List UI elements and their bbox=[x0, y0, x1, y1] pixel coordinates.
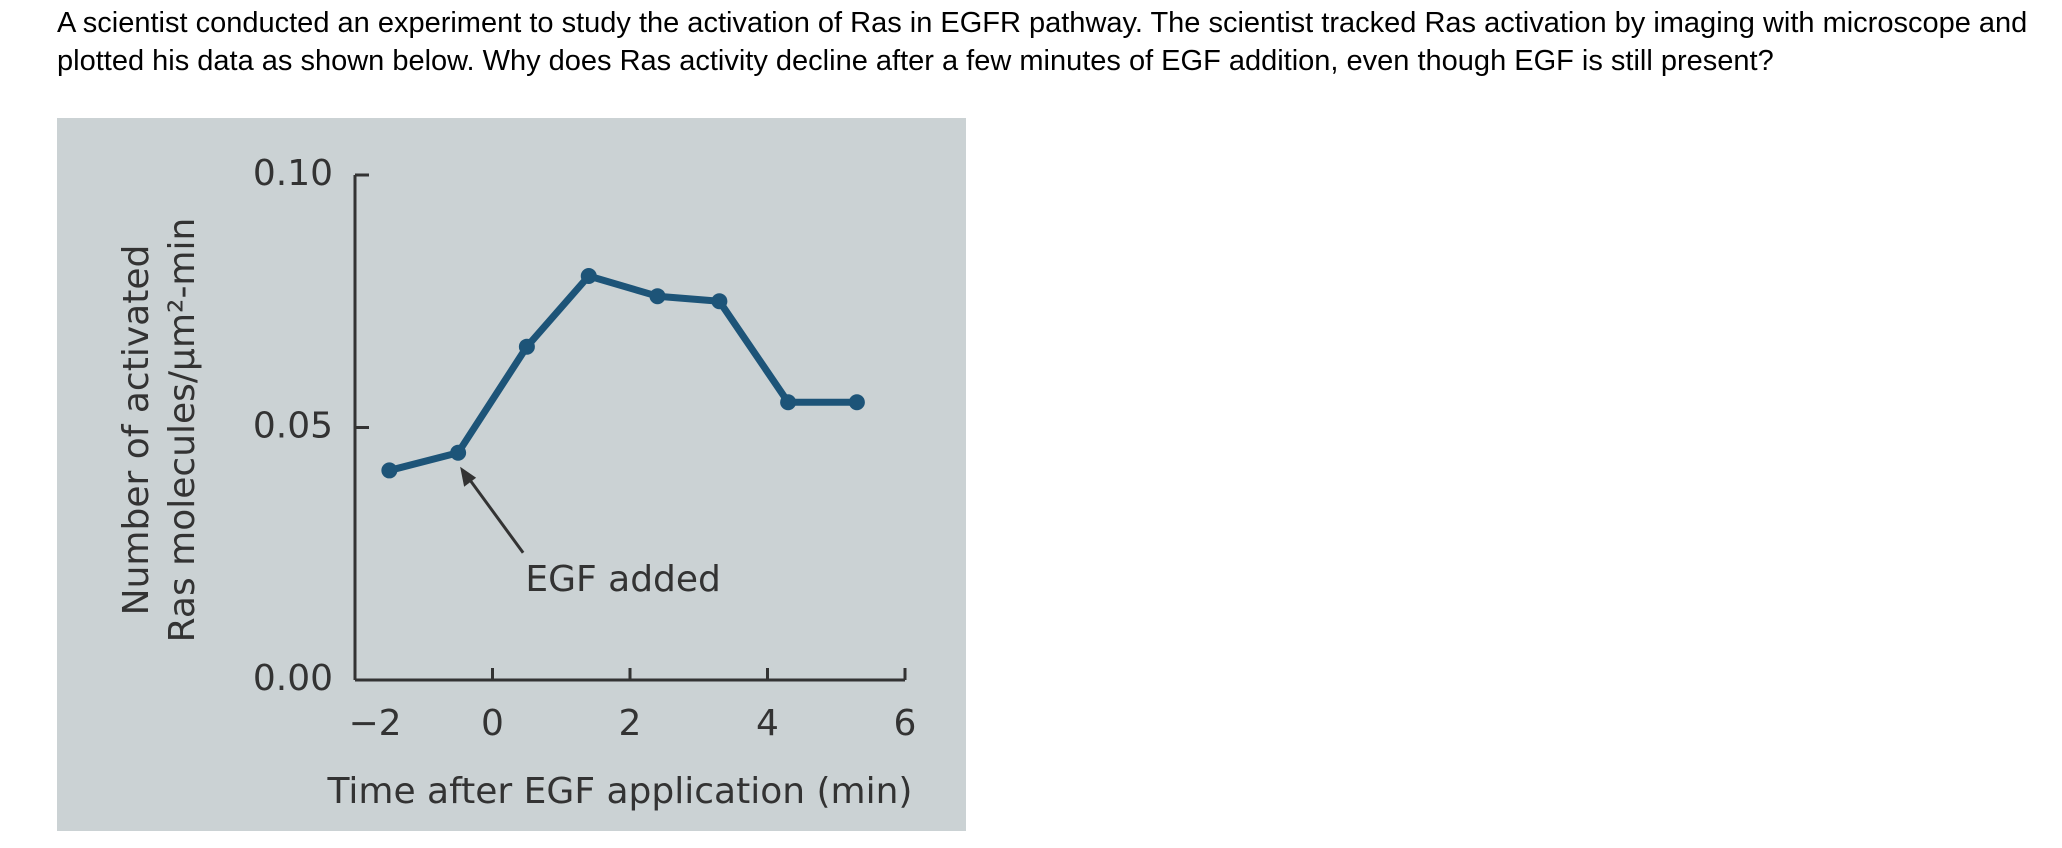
x-tick-label: 2 bbox=[619, 703, 642, 744]
annotation-text: EGF added bbox=[525, 559, 721, 600]
photo-background bbox=[57, 118, 966, 831]
x-tick-label: 6 bbox=[894, 703, 917, 744]
x-tick-label: 4 bbox=[756, 703, 779, 744]
data-point bbox=[649, 288, 666, 305]
x-tick-label: −2 bbox=[348, 703, 401, 744]
annotation-arrow bbox=[464, 473, 525, 554]
data-point bbox=[450, 444, 467, 461]
data-point bbox=[848, 394, 865, 411]
data-point bbox=[381, 462, 398, 479]
x-tick-label: 0 bbox=[481, 703, 504, 744]
question-text: A scientist conducted an experiment to s… bbox=[57, 7, 2028, 77]
y-tick-label: 0.00 bbox=[253, 658, 333, 699]
data-point bbox=[518, 338, 535, 355]
arrow-head bbox=[460, 466, 477, 487]
y-tick-label: 0.10 bbox=[253, 153, 333, 194]
data-line bbox=[388, 272, 857, 474]
data-point bbox=[580, 268, 597, 284]
y-axis-label: Number of activated bbox=[116, 245, 157, 616]
y-tick-label: 0.05 bbox=[253, 406, 333, 447]
data-point bbox=[711, 293, 728, 310]
data-point bbox=[780, 394, 797, 411]
y-axis-label: Ras molecules/μm²-min bbox=[162, 218, 203, 643]
x-axis-label: Time after EGF application (min) bbox=[327, 771, 913, 812]
chart: 0.00 0.05 0.10 −2 0 2 4 6 Time after EGF applica… bbox=[57, 118, 966, 831]
